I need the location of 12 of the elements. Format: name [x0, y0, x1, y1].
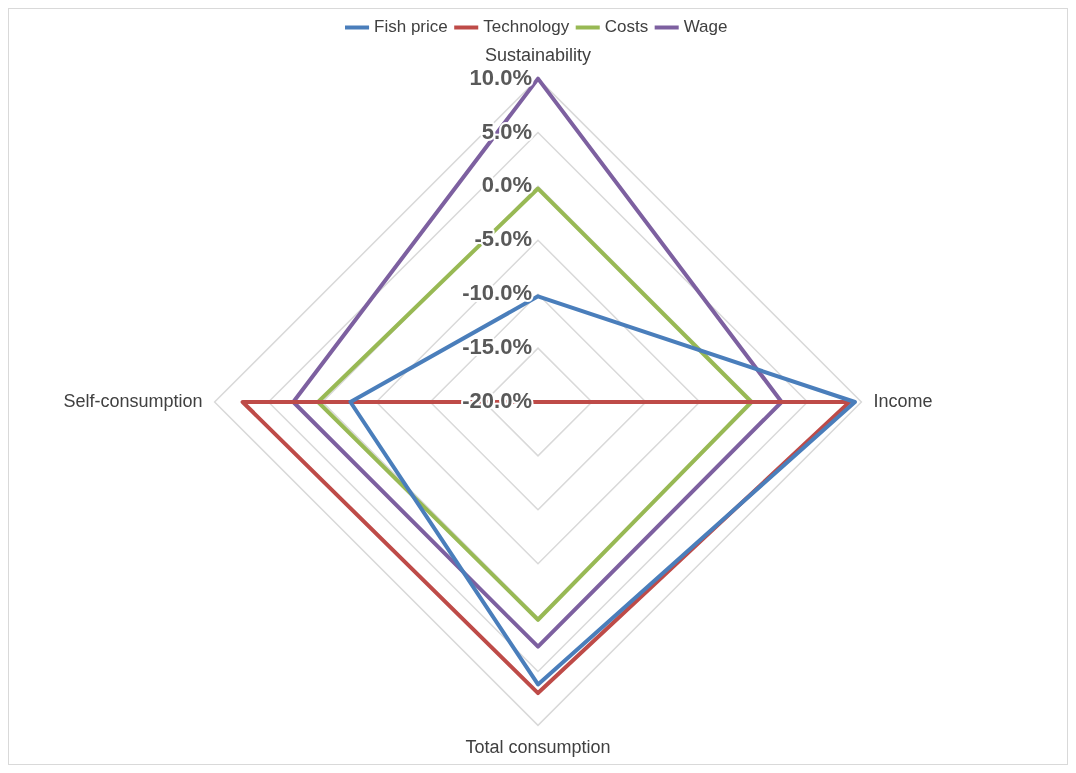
legend-label: Wage	[683, 17, 728, 37]
y-tick-label: 10.0%	[469, 64, 532, 90]
legend-label: Costs	[604, 17, 649, 37]
legend-label: Technology	[483, 17, 570, 37]
spoke-label: Total consumption	[465, 737, 611, 758]
y-tick-label: 0.0%	[481, 172, 532, 198]
y-tick-label: -15.0%	[462, 334, 532, 360]
spoke-label: Income	[873, 390, 933, 411]
spoke-label: Sustainability	[484, 44, 592, 65]
legend-label: Fish price	[374, 17, 448, 37]
y-tick-label: -10.0%	[462, 280, 532, 306]
spoke-label: Self-consumption	[63, 390, 203, 411]
